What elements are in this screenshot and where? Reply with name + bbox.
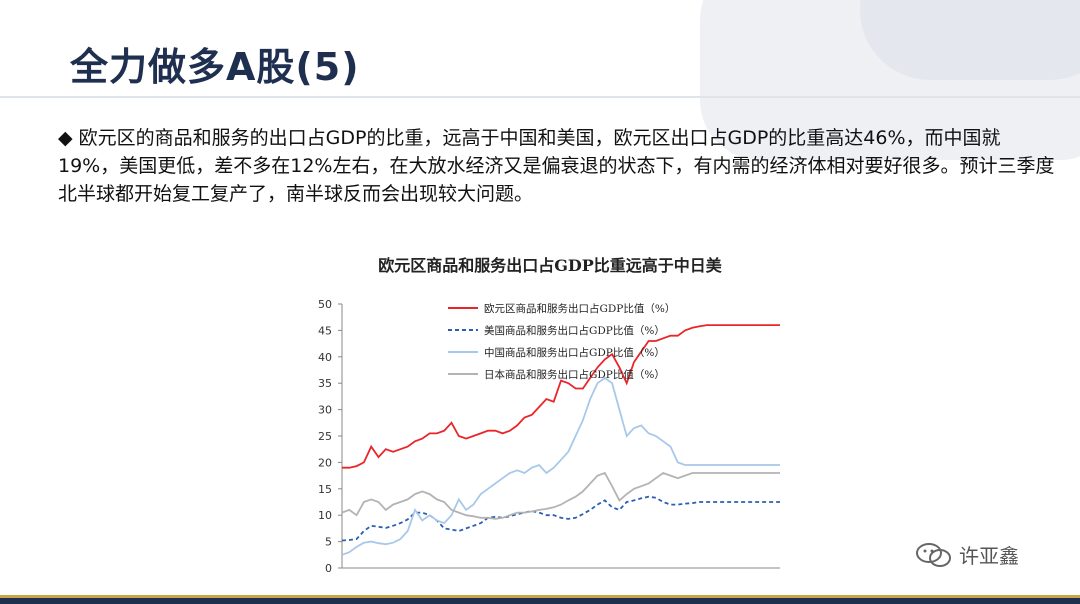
y-tick-label: 25 <box>318 430 332 443</box>
series-line-3 <box>341 471 780 520</box>
legend-label-3: 日本商品和服务出口占GDP比值（%） <box>484 368 665 381</box>
series-line-0 <box>342 324 780 469</box>
y-tick-label: 0 <box>325 562 332 575</box>
y-tick-label: 30 <box>318 404 332 417</box>
y-tick-label: 20 <box>318 456 332 469</box>
legend-label-0: 欧元区商品和服务出口占GDP比值（%） <box>484 302 675 315</box>
header-divider <box>0 96 1080 98</box>
watermark-text: 许亚鑫 <box>959 544 1019 568</box>
y-tick-label: 35 <box>318 377 332 390</box>
legend-label-1: 美国商品和服务出口占GDP比值（%） <box>484 324 665 337</box>
y-tick-label: 15 <box>318 483 332 496</box>
legend-label-2: 中国商品和服务出口占GDP比值（%） <box>484 346 665 359</box>
watermark: 许亚鑫 <box>915 540 1019 569</box>
y-tick-label: 50 <box>318 298 332 311</box>
wechat-icon <box>916 542 951 567</box>
footer-bar <box>0 598 1080 604</box>
body-paragraph: ◆ 欧元区的商品和服务的出口占GDP的比重，远高于中国和美国，欧元区出口占GDP… <box>58 127 1055 205</box>
header-decoration-accent <box>860 0 1080 80</box>
line-chart: 0 5 10 15 20 25 30 35 40 45 50 欧元区商品和服务出口占GDP比值（%） 美… <box>318 298 780 575</box>
series-line-1 <box>341 495 780 542</box>
series-line-2 <box>341 376 780 556</box>
y-tick-label: 45 <box>318 324 332 337</box>
y-tick-label: 5 <box>325 536 332 549</box>
page-title: 全力做多A股(5) <box>70 45 360 89</box>
footer-accent-line <box>0 595 1080 598</box>
y-tick-label: 10 <box>318 509 332 522</box>
y-tick-label: 40 <box>318 351 332 364</box>
chart-title: 欧元区商品和服务出口占GDP比重远高于中日美 <box>378 256 722 275</box>
